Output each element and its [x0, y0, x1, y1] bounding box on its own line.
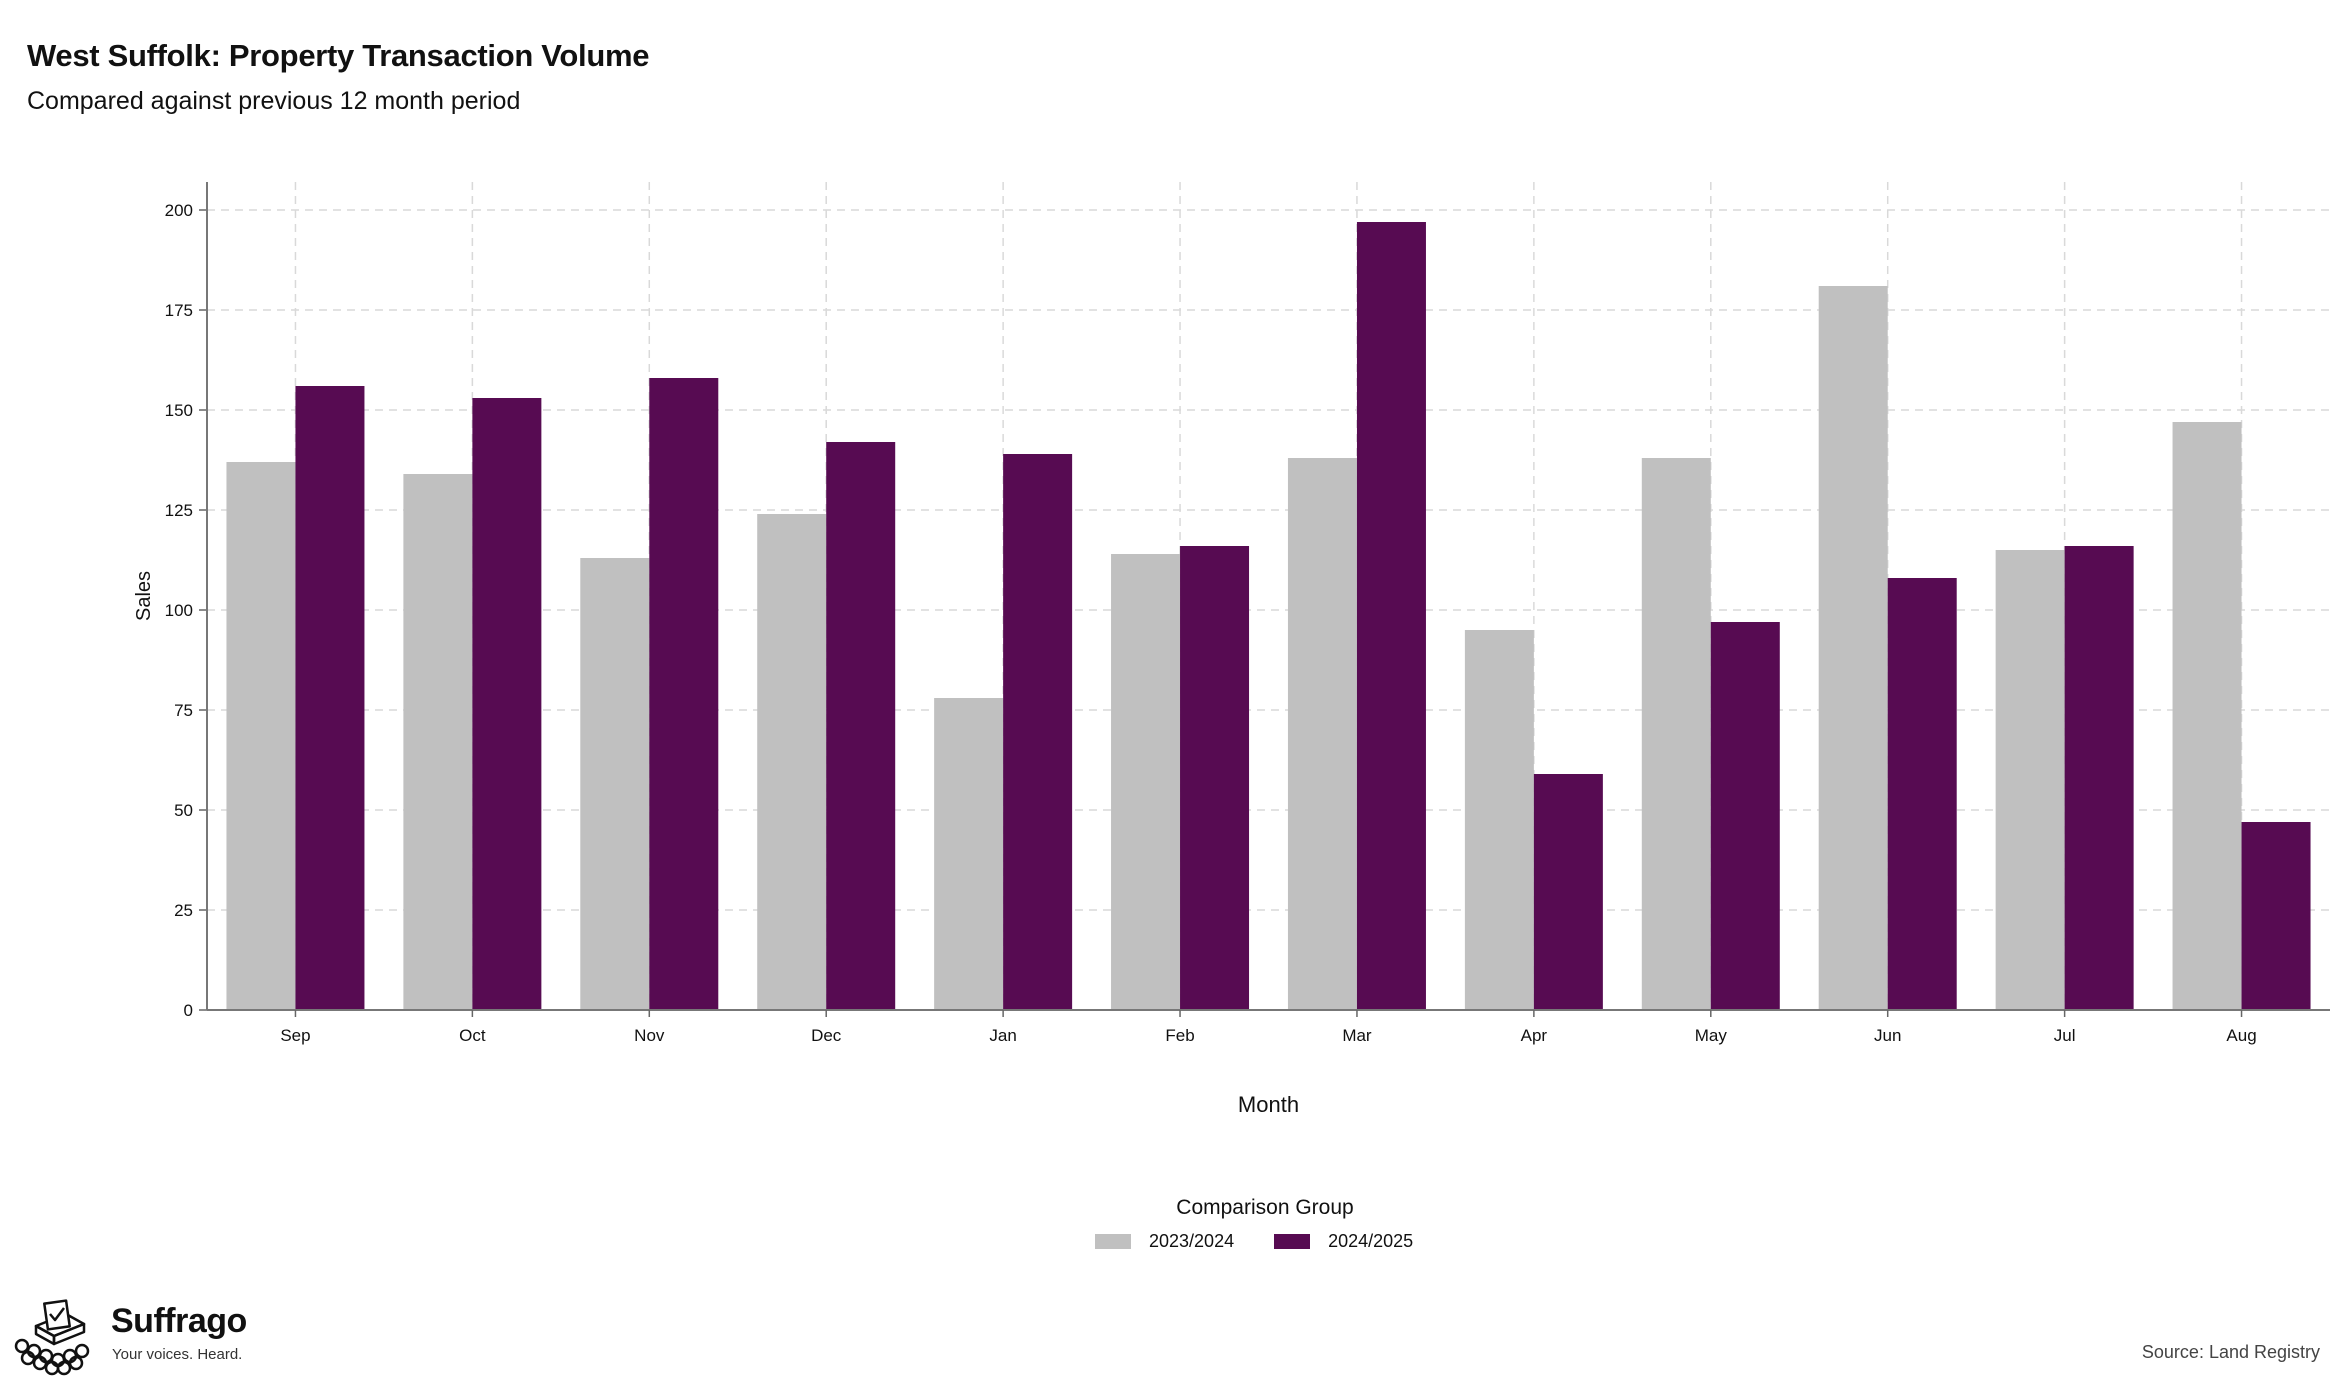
y-tick-label: 50 — [174, 801, 193, 820]
bar-2023-2024-jul — [1995, 550, 2065, 1010]
x-tick-label: Feb — [1165, 1026, 1194, 1045]
bar-2024-2025-jul — [2064, 546, 2134, 1010]
x-tick-label: Apr — [1521, 1026, 1548, 1045]
x-tick-label: Mar — [1342, 1026, 1372, 1045]
legend-title: Comparison Group — [1176, 1196, 1354, 1219]
brand-tagline: Your voices. Heard. — [112, 1346, 243, 1363]
x-tick-label: Jul — [2054, 1026, 2076, 1045]
bar-2024-2025-aug — [2241, 822, 2311, 1010]
x-tick-label: Jun — [1874, 1026, 1901, 1045]
brand-name: Suffrago — [111, 1302, 247, 1340]
bar-chart: 0 25 50 75 100 125 150 175 200 Sep Oct Nov Dec Jan Feb… — [133, 182, 2330, 1117]
bar-2024-2025-may — [1710, 622, 1780, 1010]
legend-item-2023-2024: 2023/2024 — [1095, 1231, 1234, 1252]
bar-2023-2024-mar — [1287, 458, 1357, 1010]
y-tick-label: 0 — [184, 1001, 193, 1020]
x-tick-label: May — [1695, 1026, 1728, 1045]
y-tick-label: 150 — [165, 401, 193, 420]
bar-2023-2024-nov — [580, 558, 650, 1010]
bar-2023-2024-sep — [226, 462, 296, 1010]
y-tick-label: 100 — [165, 601, 193, 620]
y-tick-label: 175 — [165, 301, 193, 320]
y-tick-label: 200 — [165, 201, 193, 220]
x-axis-label: Month — [1238, 1092, 1299, 1117]
bar-2024-2025-feb — [1180, 546, 1250, 1010]
bar-2024-2025-sep — [295, 386, 365, 1010]
bar-2023-2024-may — [1641, 458, 1711, 1010]
bar-2023-2024-dec — [757, 514, 827, 1010]
x-tick-label: Sep — [280, 1026, 310, 1045]
y-axis-label: Sales — [133, 571, 155, 621]
ballot-box-icon — [14, 1299, 90, 1376]
bar-2023-2024-aug — [2172, 422, 2242, 1010]
y-tick-label: 75 — [174, 701, 193, 720]
legend-label: 2023/2024 — [1149, 1231, 1235, 1251]
bar-2024-2025-jan — [1003, 454, 1073, 1010]
bar-2024-2025-dec — [826, 442, 896, 1010]
x-tick-label: Dec — [811, 1026, 842, 1045]
brand-logo: Suffrago Your voices. Heard. — [14, 1296, 247, 1376]
source-note: Source: Land Registry — [2141, 1342, 2320, 1362]
legend-label: 2024/2025 — [1328, 1231, 1414, 1251]
bar-2024-2025-jun — [1887, 578, 1957, 1010]
legend-swatch — [1095, 1234, 1131, 1249]
bar-2023-2024-feb — [1111, 554, 1181, 1010]
legend: 2023/2024 2024/2025 — [1095, 1231, 1453, 1252]
bar-2024-2025-nov — [649, 378, 719, 1010]
bar-2023-2024-apr — [1464, 630, 1534, 1010]
bar-2024-2025-apr — [1533, 774, 1603, 1010]
bar-2023-2024-jun — [1818, 286, 1888, 1010]
bar-2023-2024-jan — [934, 698, 1004, 1010]
x-tick-label: Nov — [634, 1026, 665, 1045]
x-tick-label: Oct — [459, 1026, 486, 1045]
x-tick-label: Jan — [989, 1026, 1016, 1045]
legend-swatch — [1274, 1234, 1311, 1249]
bar-2023-2024-oct — [403, 474, 473, 1010]
chart-title: West Suffolk: Property Transaction Volum… — [27, 38, 650, 73]
bar-2024-2025-oct — [472, 398, 542, 1010]
y-tick-label: 25 — [174, 901, 193, 920]
y-tick-label: 125 — [165, 501, 193, 520]
chart-subtitle: Compared against previous 12 month perio… — [27, 87, 521, 115]
legend-item-2024-2025: 2024/2025 — [1274, 1231, 1413, 1252]
bar-2024-2025-mar — [1356, 222, 1426, 1010]
x-tick-label: Aug — [2226, 1026, 2256, 1045]
